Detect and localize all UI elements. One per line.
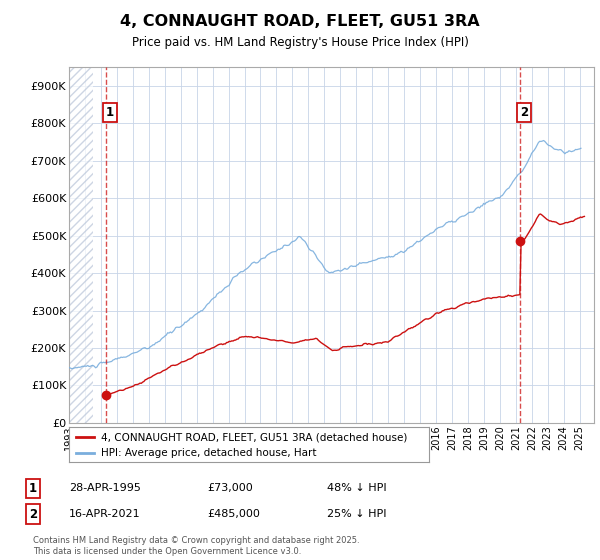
Text: 48% ↓ HPI: 48% ↓ HPI — [327, 483, 386, 493]
Text: £73,000: £73,000 — [207, 483, 253, 493]
Text: 1: 1 — [106, 106, 114, 119]
Bar — [69, 67, 93, 423]
Text: 2: 2 — [29, 507, 37, 521]
Text: 25% ↓ HPI: 25% ↓ HPI — [327, 509, 386, 519]
Text: £485,000: £485,000 — [207, 509, 260, 519]
Text: 2: 2 — [520, 106, 529, 119]
Text: Contains HM Land Registry data © Crown copyright and database right 2025.
This d: Contains HM Land Registry data © Crown c… — [33, 536, 359, 556]
Text: 4, CONNAUGHT ROAD, FLEET, GU51 3RA (detached house): 4, CONNAUGHT ROAD, FLEET, GU51 3RA (deta… — [101, 432, 408, 442]
Text: 1: 1 — [29, 482, 37, 495]
Text: 4, CONNAUGHT ROAD, FLEET, GU51 3RA: 4, CONNAUGHT ROAD, FLEET, GU51 3RA — [120, 14, 480, 29]
Text: 28-APR-1995: 28-APR-1995 — [69, 483, 141, 493]
Text: Price paid vs. HM Land Registry's House Price Index (HPI): Price paid vs. HM Land Registry's House … — [131, 36, 469, 49]
Text: 16-APR-2021: 16-APR-2021 — [69, 509, 140, 519]
Text: HPI: Average price, detached house, Hart: HPI: Average price, detached house, Hart — [101, 449, 317, 458]
